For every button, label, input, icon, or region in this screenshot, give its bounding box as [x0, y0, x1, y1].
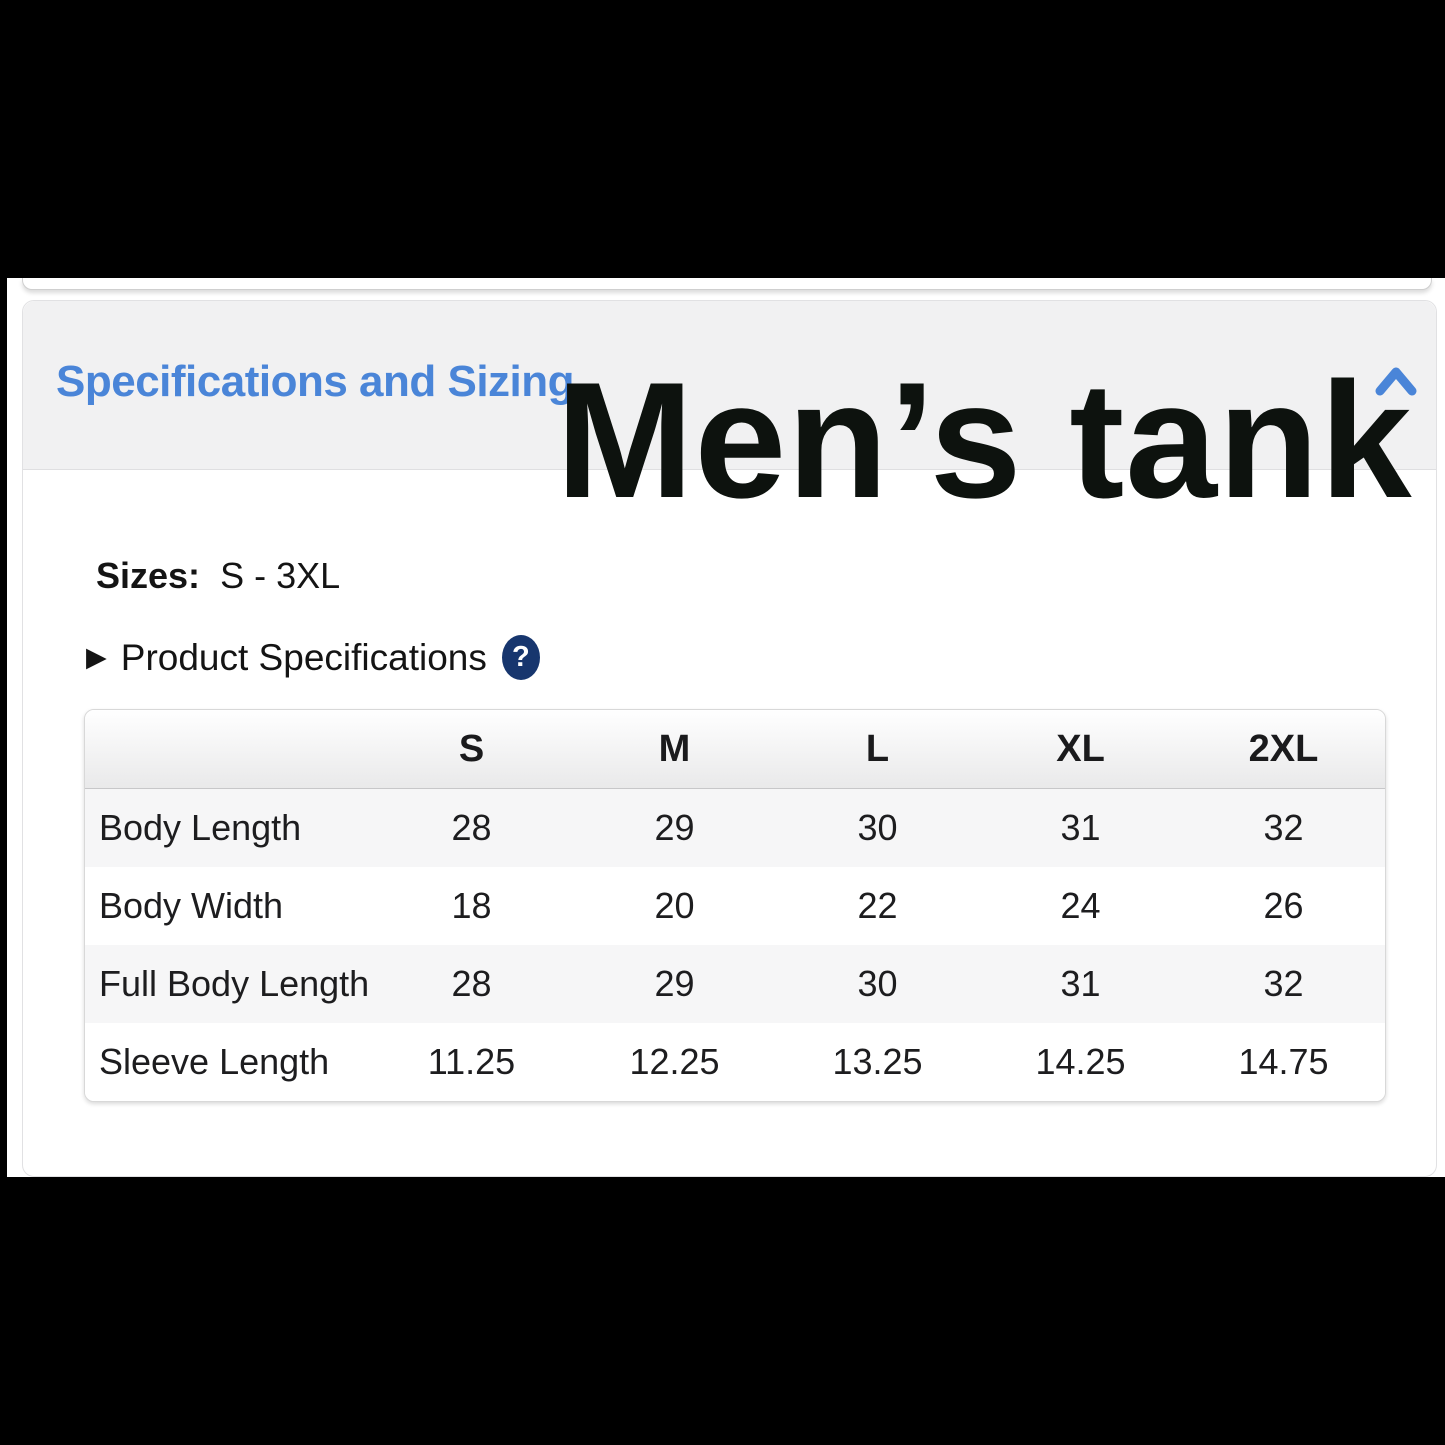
- cell-value: 30: [857, 807, 898, 848]
- product-specifications-label: Product Specifications: [120, 636, 487, 678]
- row-label: Body Width: [99, 885, 284, 926]
- sizes-label: Sizes:: [96, 555, 201, 596]
- cell-value: 31: [1060, 963, 1101, 1004]
- cell-value: 12.25: [629, 1041, 720, 1082]
- row-label: Full Body Length: [99, 963, 370, 1004]
- table-row: Body Length 28 29 30 31 32: [85, 789, 1385, 867]
- table-row: Full Body Length 28 29 30 31 32: [85, 945, 1385, 1023]
- help-icon[interactable]: ?: [501, 635, 540, 680]
- cell-value: 18: [451, 885, 492, 926]
- chevron-up-icon[interactable]: [1374, 363, 1418, 399]
- cell-value: 32: [1263, 807, 1304, 848]
- column-header: XL: [1056, 727, 1105, 770]
- collapsed-arrow-icon[interactable]: ▶: [86, 642, 107, 672]
- row-label: Body Length: [99, 807, 302, 848]
- specifications-card: Specifications and Sizing Sizes: S - 3XL…: [22, 300, 1437, 1177]
- sizes-value: S - 3XL: [220, 555, 341, 596]
- cell-value: 32: [1263, 963, 1304, 1004]
- cell-value: 22: [857, 885, 898, 926]
- cell-value: 24: [1060, 885, 1101, 926]
- column-header: S: [458, 727, 485, 770]
- cell-value: 30: [857, 963, 898, 1004]
- product-specifications-toggle[interactable]: ▶ Product Specifications ?: [86, 635, 540, 680]
- table-row: Sleeve Length 11.25 12.25 13.25 14.25 14…: [85, 1023, 1385, 1101]
- cell-value: 13.25: [832, 1041, 923, 1082]
- cell-value: 28: [451, 963, 492, 1004]
- cell-value: 26: [1263, 885, 1304, 926]
- table-row: Body Width 18 20 22 24 26: [85, 867, 1385, 945]
- cell-value: 28: [451, 807, 492, 848]
- column-header: M: [658, 727, 691, 770]
- cell-value: 14.25: [1035, 1041, 1126, 1082]
- size-spec-table: S M L XL 2XL Body Length 28 29 30 31 32 …: [84, 709, 1386, 1102]
- cell-value: 31: [1060, 807, 1101, 848]
- row-label: Sleeve Length: [99, 1041, 330, 1082]
- column-header: 2XL: [1248, 727, 1319, 770]
- cell-value: 29: [654, 963, 695, 1004]
- cell-value: 29: [654, 807, 695, 848]
- previous-section-bottom-edge: [22, 278, 1432, 290]
- table-header-row: S M L XL 2XL: [85, 710, 1385, 789]
- cell-value: 11.25: [427, 1041, 516, 1082]
- section-title: Specifications and Sizing: [56, 357, 575, 406]
- column-header: L: [865, 727, 890, 770]
- product-title-overlay: Men’s tank: [556, 348, 1413, 532]
- sizes-line: Sizes: S - 3XL: [96, 555, 340, 597]
- specifications-accordion-header[interactable]: Specifications and Sizing: [23, 301, 1436, 470]
- cell-value: 14.75: [1238, 1041, 1329, 1082]
- cell-value: 20: [654, 885, 695, 926]
